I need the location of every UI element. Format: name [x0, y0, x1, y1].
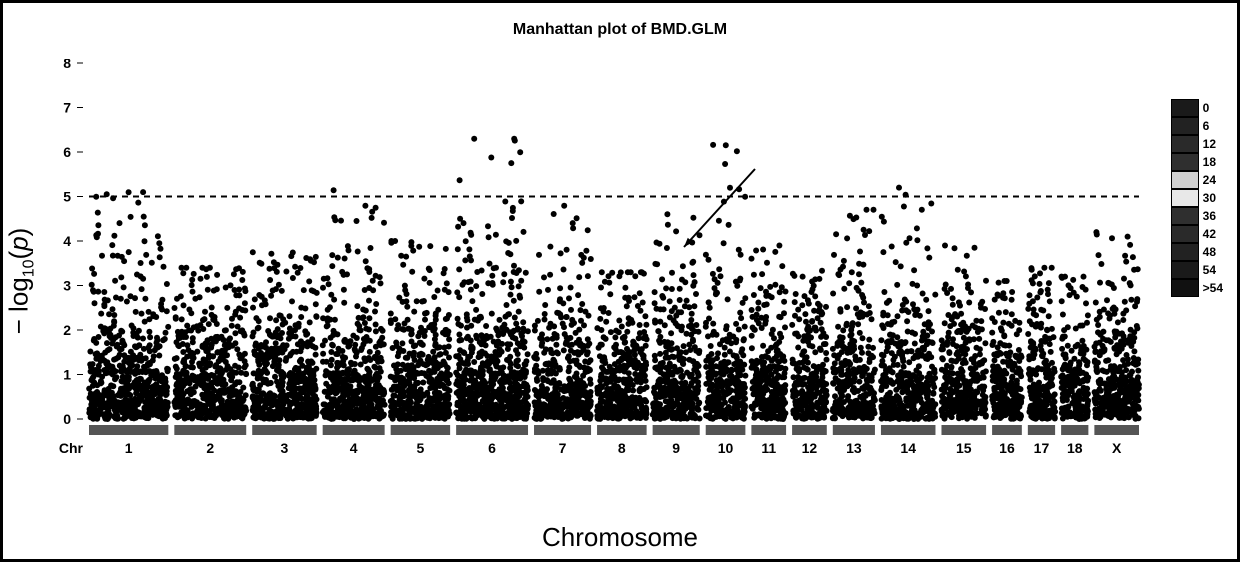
legend-swatch — [1171, 279, 1199, 297]
legend-swatch — [1171, 207, 1199, 225]
legend-item: 6 — [1171, 117, 1223, 135]
plot-title: Manhattan plot of BMD.GLM — [3, 21, 1237, 39]
legend-swatch — [1171, 153, 1199, 171]
legend-label: 24 — [1203, 173, 1216, 187]
svg-text:7: 7 — [63, 100, 71, 116]
svg-text:3: 3 — [63, 278, 71, 294]
legend-item: 0 — [1171, 99, 1223, 117]
manhattan-plot: 012345678123456789101112131415161718XChr — [83, 59, 1145, 477]
legend-label: 30 — [1203, 191, 1216, 205]
legend-swatch — [1171, 189, 1199, 207]
legend-swatch — [1171, 261, 1199, 279]
density-legend: 0 6 12 18 24 30 36 42 48 54 >54 — [1171, 99, 1223, 297]
legend-swatch — [1171, 117, 1199, 135]
svg-text:2: 2 — [63, 322, 71, 338]
figure-frame: Manhattan plot of BMD.GLM − log10(p) Chr… — [0, 0, 1240, 562]
legend-label: 12 — [1203, 137, 1216, 151]
legend-label: 36 — [1203, 209, 1216, 223]
svg-text:5: 5 — [63, 189, 71, 205]
legend-item: 42 — [1171, 225, 1223, 243]
legend-label: 42 — [1203, 227, 1216, 241]
legend-label: 6 — [1203, 119, 1210, 133]
legend-item: 54 — [1171, 261, 1223, 279]
legend-swatch — [1171, 243, 1199, 261]
legend-label: 48 — [1203, 245, 1216, 259]
legend-label: 18 — [1203, 155, 1216, 169]
legend-swatch — [1171, 135, 1199, 153]
legend-item: 18 — [1171, 153, 1223, 171]
svg-text:4: 4 — [63, 233, 71, 249]
svg-text:6: 6 — [63, 144, 71, 160]
svg-text:1: 1 — [63, 367, 71, 383]
legend-label: >54 — [1203, 281, 1223, 295]
svg-text:8: 8 — [63, 59, 71, 71]
y-axis-label: − log10(p) — [3, 228, 38, 335]
legend-item: 12 — [1171, 135, 1223, 153]
legend-label: 0 — [1203, 101, 1210, 115]
legend-item: 24 — [1171, 171, 1223, 189]
x-axis-label: Chromosome — [3, 522, 1237, 553]
legend-item: 30 — [1171, 189, 1223, 207]
svg-text:0: 0 — [63, 411, 71, 427]
legend-item: >54 — [1171, 279, 1223, 297]
legend-item: 48 — [1171, 243, 1223, 261]
legend-label: 54 — [1203, 263, 1216, 277]
legend-item: 36 — [1171, 207, 1223, 225]
legend-swatch — [1171, 171, 1199, 189]
legend-swatch — [1171, 99, 1199, 117]
legend-swatch — [1171, 225, 1199, 243]
